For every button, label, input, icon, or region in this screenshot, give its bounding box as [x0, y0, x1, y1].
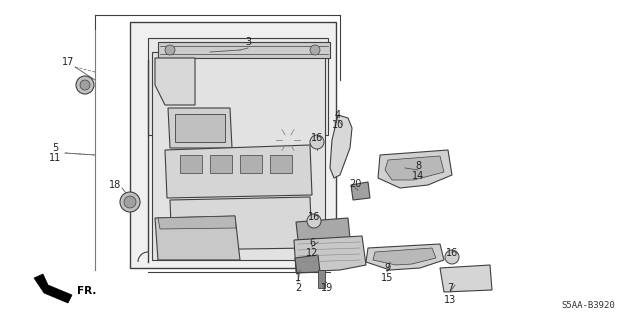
- Polygon shape: [351, 182, 370, 200]
- Text: 6: 6: [309, 238, 315, 248]
- Text: 11: 11: [49, 153, 61, 163]
- Bar: [180, 155, 202, 173]
- Polygon shape: [366, 244, 444, 270]
- Circle shape: [307, 214, 321, 228]
- Bar: [318, 270, 325, 288]
- Bar: [240, 155, 262, 173]
- Polygon shape: [152, 52, 325, 260]
- Text: 13: 13: [444, 295, 456, 305]
- Circle shape: [76, 76, 94, 94]
- Text: 4: 4: [335, 110, 341, 120]
- Text: 16: 16: [446, 248, 458, 258]
- Polygon shape: [294, 236, 366, 272]
- Text: 14: 14: [412, 171, 424, 181]
- Text: FR.: FR.: [77, 286, 97, 296]
- Text: 7: 7: [447, 283, 453, 293]
- Bar: [210, 155, 232, 173]
- Text: 10: 10: [332, 120, 344, 130]
- Polygon shape: [155, 216, 240, 260]
- Polygon shape: [295, 255, 320, 273]
- Polygon shape: [378, 150, 452, 188]
- Polygon shape: [440, 265, 492, 292]
- Text: 16: 16: [311, 133, 323, 143]
- Text: 9: 9: [384, 263, 390, 273]
- Polygon shape: [158, 216, 236, 229]
- Circle shape: [165, 45, 175, 55]
- Polygon shape: [34, 274, 72, 303]
- Circle shape: [310, 45, 320, 55]
- Polygon shape: [330, 115, 352, 178]
- Circle shape: [310, 135, 324, 149]
- Circle shape: [80, 80, 90, 90]
- Polygon shape: [148, 38, 328, 135]
- Polygon shape: [385, 156, 444, 180]
- Text: 3: 3: [245, 37, 251, 47]
- Circle shape: [120, 192, 140, 212]
- Polygon shape: [130, 22, 336, 268]
- Polygon shape: [175, 114, 225, 142]
- Text: 15: 15: [381, 273, 393, 283]
- Polygon shape: [296, 218, 350, 240]
- Text: 16: 16: [308, 212, 320, 222]
- Polygon shape: [155, 58, 195, 105]
- Text: 1: 1: [295, 273, 301, 283]
- Text: S5AA-B3920: S5AA-B3920: [561, 301, 615, 310]
- Circle shape: [124, 196, 136, 208]
- Text: 2: 2: [295, 283, 301, 293]
- Polygon shape: [373, 248, 436, 265]
- Text: 17: 17: [62, 57, 74, 67]
- Text: 20: 20: [349, 179, 361, 189]
- Text: 8: 8: [415, 161, 421, 171]
- Text: 19: 19: [321, 283, 333, 293]
- Circle shape: [445, 250, 459, 264]
- Text: 12: 12: [306, 248, 318, 258]
- Text: 5: 5: [52, 143, 58, 153]
- Polygon shape: [168, 108, 232, 148]
- Text: 18: 18: [109, 180, 121, 190]
- Polygon shape: [158, 42, 330, 58]
- Polygon shape: [170, 197, 312, 250]
- Bar: [270, 155, 292, 173]
- Polygon shape: [165, 145, 312, 198]
